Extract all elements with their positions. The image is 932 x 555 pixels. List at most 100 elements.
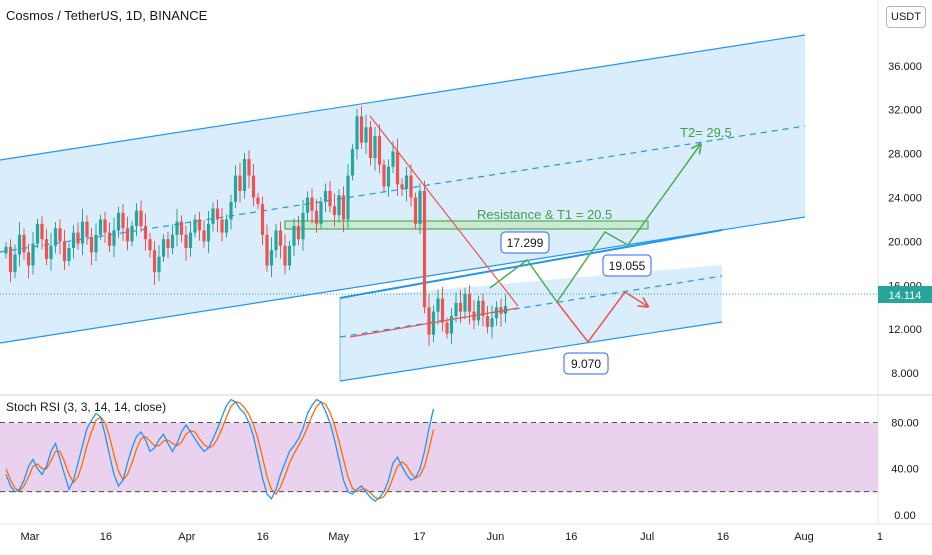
candle-body[interactable] bbox=[71, 232, 76, 248]
candle-body[interactable] bbox=[404, 175, 409, 189]
candle-body[interactable] bbox=[139, 210, 143, 227]
candle-body[interactable] bbox=[395, 151, 400, 185]
rsi-k-line[interactable] bbox=[5, 398, 435, 502]
candle-body[interactable] bbox=[409, 175, 413, 198]
candle-body[interactable] bbox=[125, 228, 130, 242]
candle-body[interactable] bbox=[355, 116, 359, 150]
candle-body[interactable] bbox=[98, 219, 103, 235]
candle-body[interactable] bbox=[233, 175, 238, 202]
candle-body[interactable] bbox=[283, 245, 287, 266]
candle-body[interactable] bbox=[44, 239, 49, 259]
candle-body[interactable] bbox=[368, 127, 373, 158]
candle-body[interactable] bbox=[296, 226, 301, 240]
candle-body[interactable] bbox=[62, 241, 67, 262]
candle-body[interactable] bbox=[278, 230, 283, 246]
candle-body[interactable] bbox=[364, 127, 368, 143]
candle-body[interactable] bbox=[157, 256, 161, 273]
candle-body[interactable] bbox=[454, 302, 458, 316]
channel-upper-line[interactable] bbox=[0, 34, 806, 161]
candle-body[interactable] bbox=[476, 300, 481, 321]
candle-body[interactable] bbox=[337, 195, 341, 216]
candle-body[interactable] bbox=[8, 246, 13, 273]
candle-body[interactable] bbox=[292, 226, 296, 246]
candle-body[interactable] bbox=[134, 210, 139, 227]
time-axis[interactable]: Mar 16 Apr 16 May 17 Jun 16 Jul 16 Aug 1 bbox=[21, 531, 883, 543]
candle-body[interactable] bbox=[197, 219, 202, 231]
price-pane[interactable] bbox=[0, 34, 878, 382]
candle-body[interactable] bbox=[49, 245, 53, 259]
candle-body[interactable] bbox=[17, 234, 22, 255]
inner-channel-upper-line[interactable] bbox=[339, 229, 723, 299]
candle-body[interactable] bbox=[328, 190, 332, 207]
candle-body[interactable] bbox=[188, 232, 193, 248]
candle-body[interactable] bbox=[449, 316, 454, 334]
candle-body[interactable] bbox=[445, 322, 449, 334]
candle-body[interactable] bbox=[121, 212, 125, 229]
candle-body[interactable] bbox=[175, 221, 179, 235]
candle-body[interactable] bbox=[220, 219, 224, 233]
candle-body[interactable] bbox=[310, 197, 314, 211]
candle-body[interactable] bbox=[103, 219, 107, 233]
candle-body[interactable] bbox=[229, 201, 233, 220]
projection-path-red[interactable] bbox=[556, 290, 647, 344]
candle-body[interactable] bbox=[94, 234, 98, 253]
chart-title[interactable]: Cosmos / TetherUS, 1D, BINANCE bbox=[6, 8, 208, 23]
candle-body[interactable] bbox=[269, 250, 274, 266]
inner-channel-lower-line[interactable] bbox=[339, 321, 723, 382]
candle-body[interactable] bbox=[427, 307, 431, 335]
candle-body[interactable] bbox=[494, 307, 499, 319]
candle-body[interactable] bbox=[265, 234, 269, 266]
candle-body[interactable] bbox=[170, 234, 175, 248]
candle-body[interactable] bbox=[53, 228, 58, 246]
candle-body[interactable] bbox=[301, 212, 305, 240]
candle-body[interactable] bbox=[211, 208, 215, 224]
candle-body[interactable] bbox=[26, 252, 31, 266]
candle-body[interactable] bbox=[440, 298, 445, 323]
candle-body[interactable] bbox=[206, 223, 211, 242]
candle-body[interactable] bbox=[22, 234, 26, 253]
candle-body[interactable] bbox=[215, 208, 220, 220]
candle-body[interactable] bbox=[373, 136, 377, 158]
currency-badge[interactable]: USDT bbox=[886, 6, 926, 28]
candle-body[interactable] bbox=[350, 149, 355, 176]
candle-body[interactable] bbox=[485, 316, 490, 327]
candle-body[interactable] bbox=[76, 232, 80, 244]
candle-body[interactable] bbox=[319, 201, 323, 224]
candle-body[interactable] bbox=[413, 197, 418, 224]
candle-body[interactable] bbox=[67, 247, 71, 262]
candle-body[interactable] bbox=[386, 166, 391, 187]
candle-body[interactable] bbox=[161, 239, 166, 257]
stoch-rsi-pane[interactable] bbox=[0, 398, 878, 502]
candle-body[interactable] bbox=[467, 294, 472, 312]
candle-body[interactable] bbox=[112, 230, 116, 246]
candle-body[interactable] bbox=[242, 159, 247, 191]
candle-body[interactable] bbox=[314, 210, 319, 224]
candle-body[interactable] bbox=[422, 190, 427, 308]
candle-body[interactable] bbox=[247, 159, 251, 176]
rsi-axis[interactable]: 80.00 40.00 0.00 bbox=[891, 418, 919, 522]
candle-body[interactable] bbox=[323, 190, 328, 202]
candle-body[interactable] bbox=[436, 298, 440, 312]
candle-body[interactable] bbox=[463, 294, 467, 312]
candle-body[interactable] bbox=[107, 232, 112, 246]
candle-body[interactable] bbox=[391, 151, 395, 167]
candle-body[interactable] bbox=[224, 219, 229, 233]
candle-body[interactable] bbox=[80, 221, 85, 244]
candle-body[interactable] bbox=[130, 226, 134, 242]
candle-body[interactable] bbox=[166, 239, 170, 248]
candle-body[interactable] bbox=[418, 190, 422, 224]
candle-body[interactable] bbox=[152, 250, 157, 273]
candle-body[interactable] bbox=[359, 116, 364, 143]
channel-lower-line[interactable] bbox=[0, 216, 806, 344]
rsi-d-line[interactable] bbox=[5, 401, 435, 500]
callout-9-070[interactable]: 9.070 bbox=[563, 352, 609, 375]
callout-19-055[interactable]: 19.055 bbox=[602, 254, 652, 277]
candle-body[interactable] bbox=[251, 175, 256, 198]
candle-body[interactable] bbox=[346, 175, 350, 220]
candle-body[interactable] bbox=[481, 300, 485, 316]
candle-body[interactable] bbox=[40, 223, 44, 240]
candle-body[interactable] bbox=[341, 195, 346, 220]
candle-body[interactable] bbox=[382, 164, 386, 187]
candle-body[interactable] bbox=[58, 228, 62, 242]
